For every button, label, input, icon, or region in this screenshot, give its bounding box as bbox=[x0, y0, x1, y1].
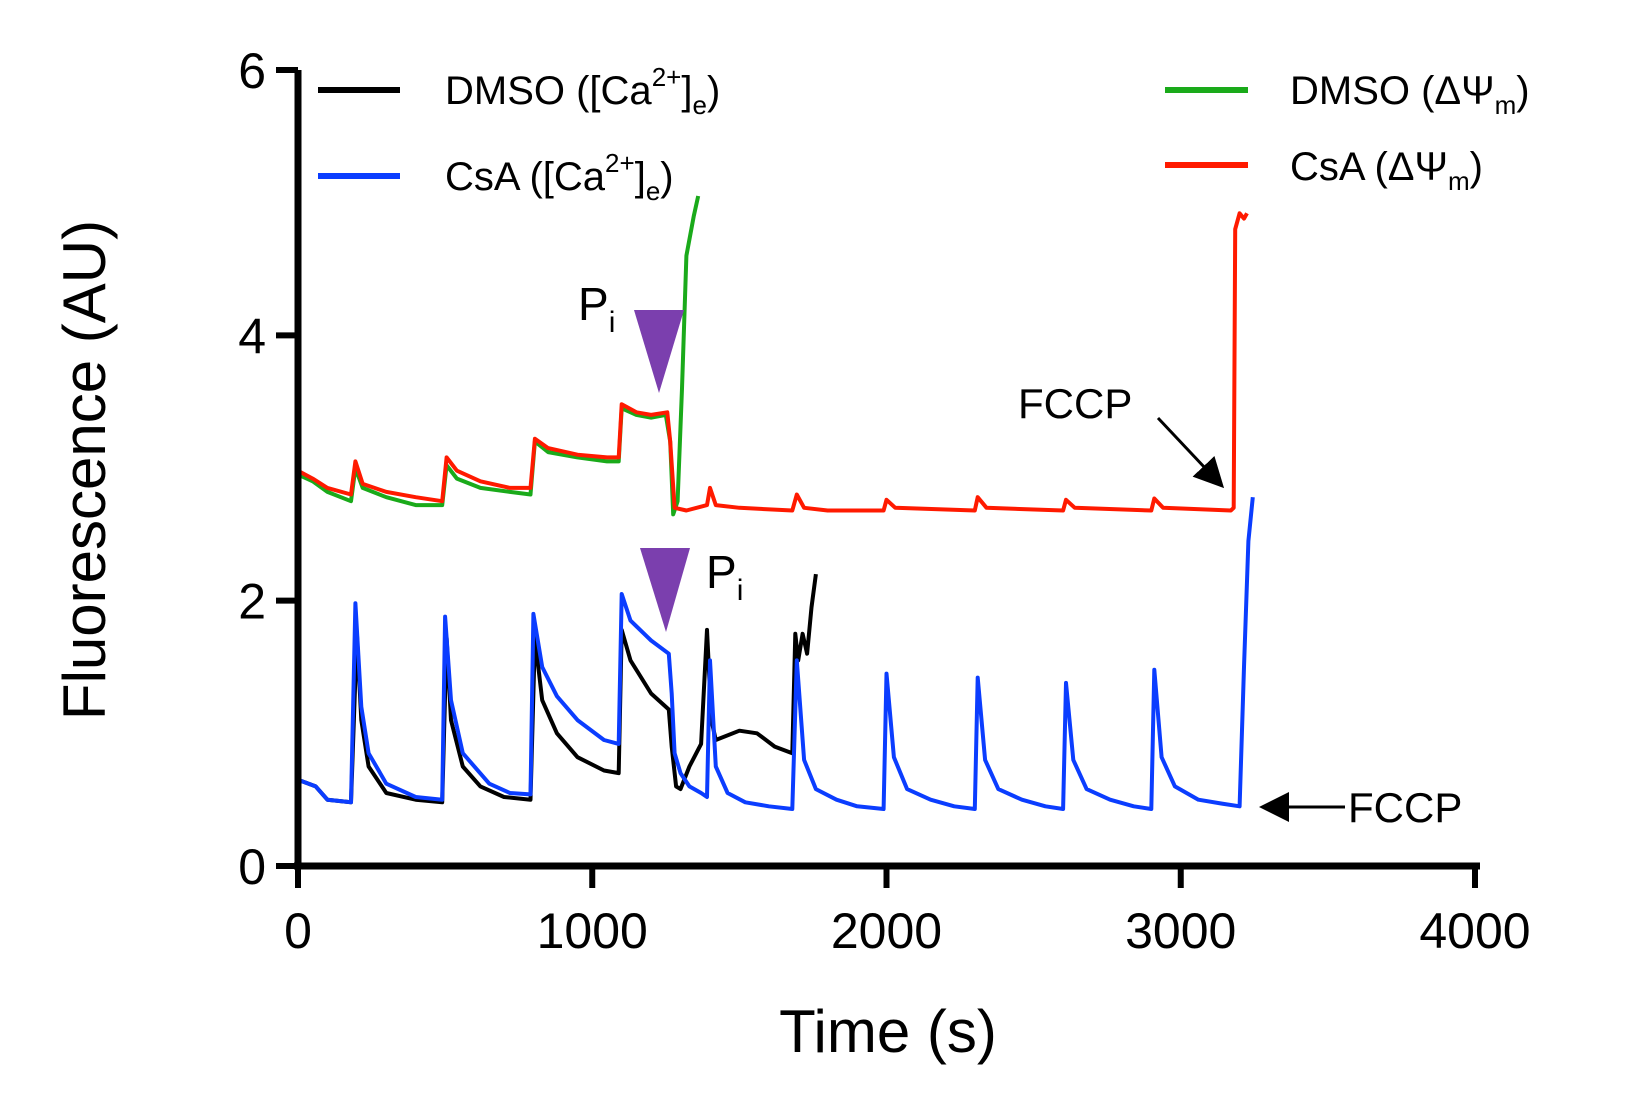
fccp-label-lower: FCCP bbox=[1348, 784, 1462, 831]
x-axis-title: Time (s) bbox=[779, 998, 997, 1065]
fccp-label-upper: FCCP bbox=[1018, 380, 1132, 427]
legend-label-sub: e bbox=[692, 90, 706, 120]
pi-label-upper: Pi bbox=[578, 278, 615, 339]
x-tick-label: 3000 bbox=[1125, 903, 1236, 959]
legend-label-tail: ) bbox=[707, 69, 720, 113]
legend-label-tail: ) bbox=[1470, 145, 1483, 189]
series-line-1 bbox=[297, 497, 1255, 811]
fccp-arrow-upper bbox=[1156, 416, 1225, 489]
pi-triangle-upper bbox=[634, 310, 684, 393]
x-tick-label: 1000 bbox=[537, 903, 648, 959]
pi-label-sub: i bbox=[609, 306, 616, 339]
pi-label-p: P bbox=[706, 546, 737, 598]
y-tick-label: 2 bbox=[238, 574, 266, 630]
legend-label-sub: e bbox=[646, 176, 660, 206]
x-tick-label: 0 bbox=[284, 903, 312, 959]
y-ticks: 0 2 4 6 bbox=[238, 43, 298, 895]
legend-label-main: CsA (ΔΨ bbox=[1290, 145, 1448, 189]
x-ticks: 0 1000 2000 3000 4000 bbox=[284, 866, 1531, 959]
series-line-3 bbox=[297, 211, 1249, 513]
x-tick-label: 4000 bbox=[1419, 903, 1530, 959]
pi-label-lower: Pi bbox=[706, 546, 743, 607]
legend-label-csa-ca: CsA ([Ca2+]e) bbox=[445, 148, 674, 206]
y-axis-title: Fluorescence (AU) bbox=[51, 220, 118, 720]
legend-label-tail: ) bbox=[1516, 69, 1529, 113]
legend-label-csa-psi: CsA (ΔΨm) bbox=[1290, 145, 1483, 196]
y-tick-label: 0 bbox=[238, 839, 266, 895]
legend-label-tail: ) bbox=[660, 155, 673, 199]
legend-label-main: DMSO (ΔΨ bbox=[1290, 69, 1495, 113]
y-tick-label: 4 bbox=[238, 308, 266, 364]
legend-label-close: ] bbox=[635, 155, 646, 199]
pi-triangle-lower bbox=[640, 548, 690, 632]
legend-label-main: CsA ([Ca bbox=[445, 155, 606, 199]
legend: DMSO ([Ca2+]e) CsA ([Ca2+]e) DMSO (ΔΨm) … bbox=[318, 62, 1530, 206]
plot-lines bbox=[297, 195, 1255, 811]
legend-label-close: ] bbox=[681, 69, 692, 113]
legend-label-sup: 2+ bbox=[605, 148, 635, 178]
legend-label-dmso-ca: DMSO ([Ca2+]e) bbox=[445, 62, 720, 120]
pi-label-p: P bbox=[578, 278, 609, 330]
legend-label-sub: m bbox=[1495, 90, 1517, 120]
legend-label-dmso-psi: DMSO (ΔΨm) bbox=[1290, 69, 1530, 120]
y-tick-label: 6 bbox=[238, 43, 266, 99]
legend-label-sub: m bbox=[1448, 166, 1470, 196]
x-tick-label: 2000 bbox=[831, 903, 942, 959]
legend-label-sup: 2+ bbox=[652, 62, 682, 92]
pi-label-sub: i bbox=[737, 574, 744, 607]
annotations: Pi Pi FCCP FCCP bbox=[578, 278, 1462, 831]
legend-label-main: DMSO ([Ca bbox=[445, 69, 652, 113]
